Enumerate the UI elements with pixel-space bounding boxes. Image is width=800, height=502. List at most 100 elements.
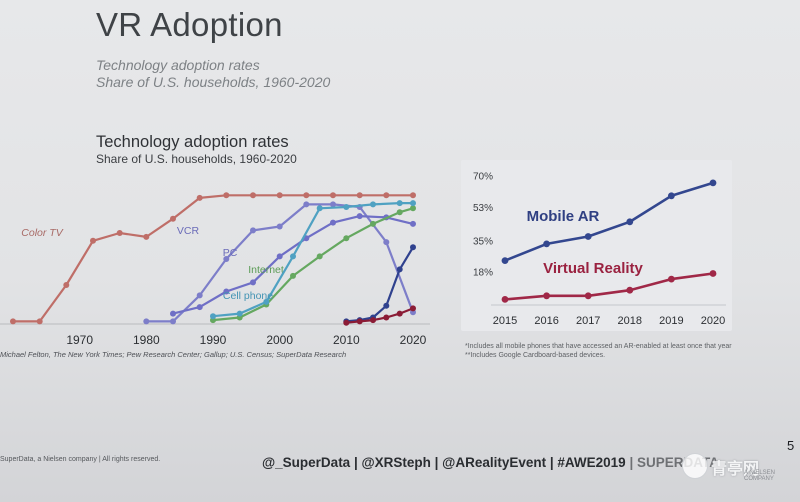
color-tv-point xyxy=(116,230,123,236)
pc-label: PC xyxy=(223,247,238,259)
inset-x-tick-label: 2015 xyxy=(493,315,517,327)
internet-point xyxy=(370,220,376,227)
color-tv-point xyxy=(143,233,150,240)
internet-point xyxy=(316,253,323,260)
color-tv-point xyxy=(170,215,176,222)
cell-phone-point xyxy=(410,200,416,207)
virtual-reality-point xyxy=(709,270,717,277)
mobile-ar-point xyxy=(668,192,675,200)
slide-subtitle-line1: Technology adoption rates xyxy=(96,57,260,73)
color-tv-point xyxy=(90,237,96,244)
color-tv-point xyxy=(303,192,310,199)
inset-x-tick-label: 2016 xyxy=(534,315,558,327)
mobile-ar-point xyxy=(709,179,717,187)
color-tv-point xyxy=(276,192,283,199)
pc-point xyxy=(356,213,363,220)
x-tick-label: 2010 xyxy=(333,333,360,347)
virtual-reality-label: Virtual Reality xyxy=(543,260,643,277)
inset-x-tick-label: 2019 xyxy=(659,315,683,327)
color-tv-point xyxy=(410,192,416,199)
mobile-ar-point xyxy=(501,257,509,264)
technology-adoption-chart: Color TV VCR PC Internet Cell phone 1970 1980 1… xyxy=(0,192,430,347)
virtual-reality-line xyxy=(504,272,714,301)
virtual-reality-point xyxy=(543,292,550,300)
color-tv-point xyxy=(196,194,203,201)
vcr-point xyxy=(196,292,203,299)
slide-subtitle-line2: Share of U.S. households, 1960-2020 xyxy=(96,74,331,90)
social-handles: @_SuperData | @XRSteph | @ARealityEvent … xyxy=(262,455,719,470)
page-number: 5 xyxy=(787,438,795,453)
cell-phone-point xyxy=(290,253,296,260)
series-7-point xyxy=(343,319,350,326)
vcr-point xyxy=(303,201,310,208)
handles-text: @_SuperData | @XRSteph | @ARealityEvent … xyxy=(262,455,626,470)
color-tv-point xyxy=(36,318,43,325)
internet-point xyxy=(343,235,350,242)
vcr-point xyxy=(223,256,230,262)
mobile-ar-point xyxy=(584,233,592,240)
virtual-reality-point xyxy=(501,296,509,303)
cell-phone-label: Cell phone xyxy=(223,290,273,302)
copyright-text: SuperData, a Nielsen company | All right… xyxy=(0,456,161,463)
series-7-point xyxy=(396,310,403,317)
color-tv-point xyxy=(63,282,70,288)
mobile-ar-point xyxy=(543,240,550,248)
series-6-point xyxy=(410,244,416,251)
pc-line xyxy=(171,214,415,315)
cell-phone-point xyxy=(316,205,323,212)
inset-x-tick-label: 2018 xyxy=(618,315,642,327)
series-7-point xyxy=(410,305,416,312)
vcr-point xyxy=(170,318,176,325)
chart-footnotes: *Includes all mobile phones that have ac… xyxy=(465,342,785,360)
vcr-point xyxy=(330,201,336,208)
inset-x-tick-label: 2020 xyxy=(701,315,725,327)
x-tick-label: 2000 xyxy=(266,333,293,347)
slide-title: VR Adoption xyxy=(96,6,283,43)
cell-phone-point xyxy=(396,200,403,207)
color-tv-point xyxy=(250,192,256,199)
color-tv-label: Color TV xyxy=(21,227,63,239)
internet-point xyxy=(396,209,403,216)
internet-label: Internet xyxy=(248,264,284,276)
inset-y-tick-label: 35% xyxy=(473,236,493,247)
mobile-ar-point xyxy=(626,218,634,226)
vcr-point xyxy=(383,239,390,246)
x-tick-label: 1990 xyxy=(200,333,227,347)
inset-y-tick-label: 70% xyxy=(473,172,493,183)
virtual-reality-point xyxy=(626,286,634,294)
watermark-text: 青亭网 xyxy=(711,461,760,478)
cell-phone-point xyxy=(263,298,270,305)
series-7-point xyxy=(356,318,363,325)
inset-x-tick-label: 2017 xyxy=(576,315,600,327)
internet-point xyxy=(410,205,416,212)
color-tv-point xyxy=(356,192,363,199)
chart-title: Technology adoption rates xyxy=(96,133,289,151)
chart-subtitle: Share of U.S. households, 1960-2020 xyxy=(96,152,297,166)
pc-point xyxy=(250,279,256,286)
x-tick-label: 1980 xyxy=(133,333,160,347)
virtual-reality-point xyxy=(584,292,592,300)
color-tv-point xyxy=(330,192,336,199)
color-tv-point xyxy=(383,192,390,199)
vcr-point xyxy=(250,227,256,234)
pc-point xyxy=(196,304,203,311)
pc-point xyxy=(330,219,336,226)
vcr-point xyxy=(276,223,283,230)
internet-point xyxy=(290,272,296,279)
brand-tagline: A NIELSEN COMPANY xyxy=(744,470,776,482)
x-tick-label: 1970 xyxy=(66,333,93,347)
mobile-ar-label: Mobile AR xyxy=(527,208,600,225)
color-tv-point xyxy=(223,192,230,199)
cell-phone-point xyxy=(210,313,216,320)
virtual-reality-point xyxy=(668,275,675,283)
internet-line xyxy=(211,207,415,322)
vcr-label: VCR xyxy=(177,225,200,237)
series-7-point xyxy=(383,314,390,321)
cell-phone-point xyxy=(236,310,243,317)
inset-y-tick-label: 53% xyxy=(473,203,493,214)
chart-source: Michael Felton, The New York Times; Pew … xyxy=(0,350,347,359)
inset-y-tick-label: 18% xyxy=(473,268,493,279)
cell-phone-point xyxy=(343,204,350,210)
x-tick-label: 2020 xyxy=(400,333,427,347)
